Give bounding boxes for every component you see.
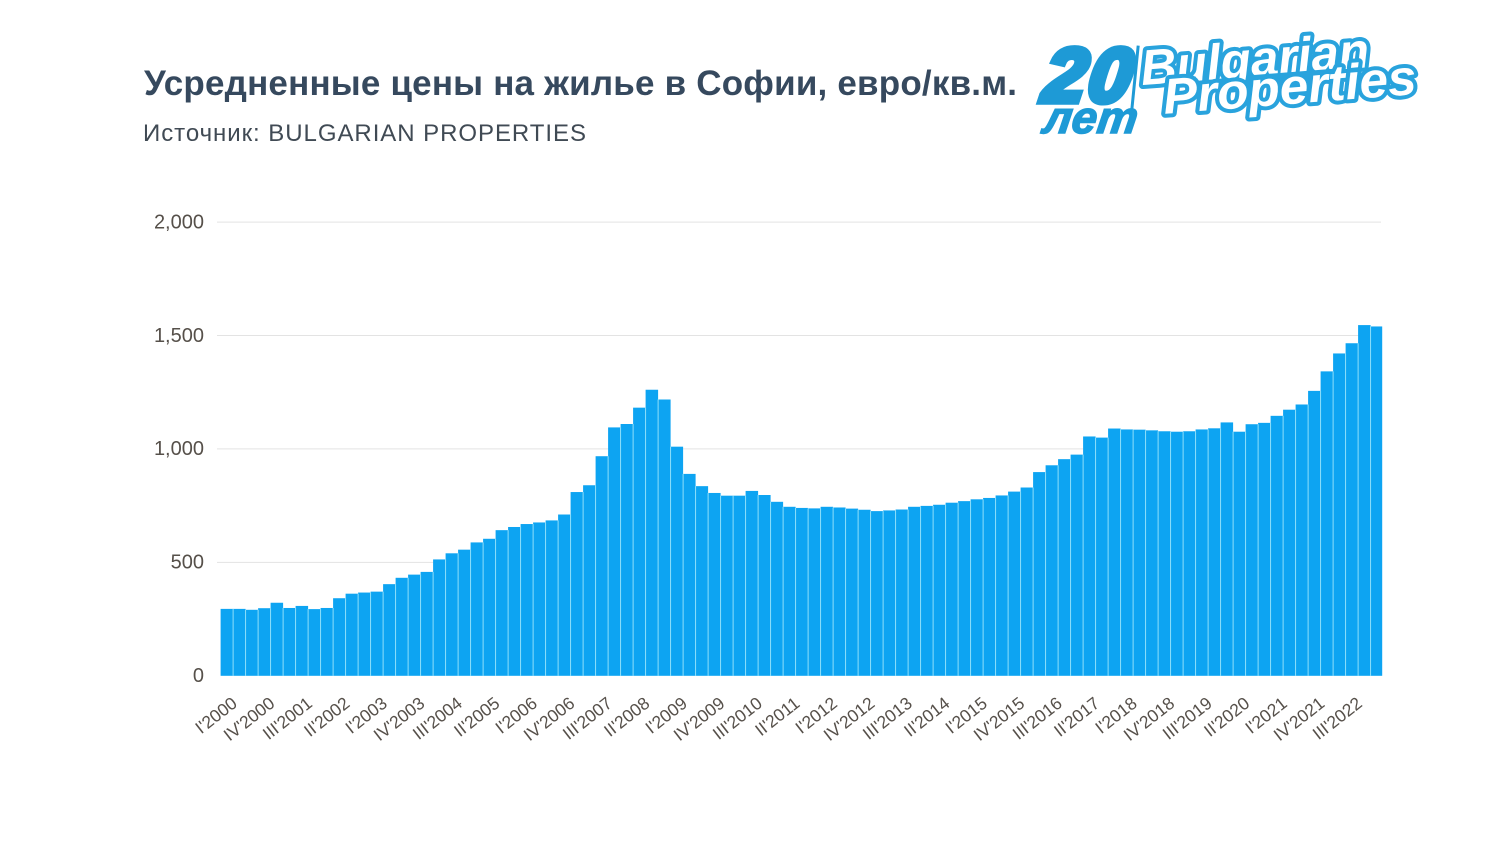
- svg-text:1,000: 1,000: [154, 438, 204, 460]
- svg-text:лет: лет: [1039, 92, 1142, 143]
- svg-text:1,500: 1,500: [154, 325, 204, 347]
- svg-text:0: 0: [193, 665, 204, 687]
- svg-text:20: 20: [1037, 34, 1140, 119]
- svg-text:500: 500: [171, 552, 204, 574]
- svg-text:2,000: 2,000: [154, 211, 204, 233]
- svg-text:Properties: Properties: [1161, 49, 1419, 125]
